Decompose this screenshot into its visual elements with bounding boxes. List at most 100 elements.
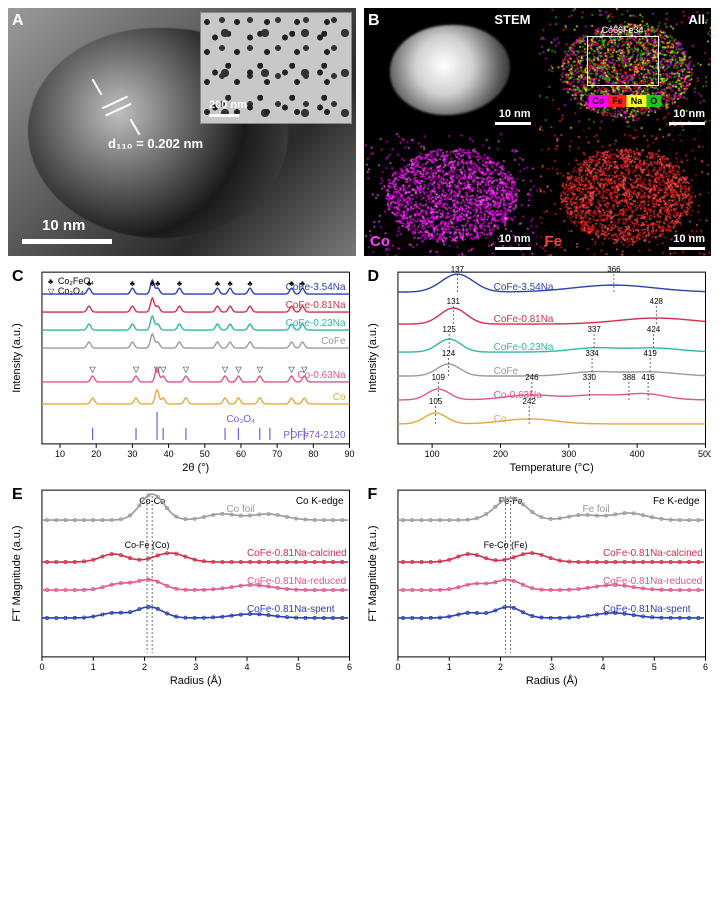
svg-text:0: 0 (395, 662, 400, 672)
panel-f-exafs-fe: F 0123456Radius (Å)FT Magnitude (a.u.)Fe… (364, 482, 712, 687)
stem-scale: 10 nm (495, 108, 531, 125)
svg-text:♣: ♣ (177, 279, 182, 288)
svg-text:FT Magnitude (a.u.): FT Magnitude (a.u.) (11, 525, 23, 621)
svg-text:▽: ▽ (289, 365, 296, 374)
panel-d-tpr: D 100200300400500Temperature (°C)Intensi… (364, 264, 712, 474)
svg-text:CoFe-0.81Na-reduced: CoFe-0.81Na-reduced (247, 576, 346, 587)
panel-b-stem-eds: B STEM 10 nm All Co66Fe34 CoFeNaO 10 nm … (364, 8, 711, 256)
svg-text:Co: Co (333, 392, 346, 403)
svg-text:366: 366 (607, 265, 621, 274)
exafs-fe-chart: 0123456Radius (Å)FT Magnitude (a.u.)Fe K… (364, 482, 712, 687)
svg-text:♣: ♣ (227, 279, 232, 288)
svg-text:CoFe-0.81Na-spent: CoFe-0.81Na-spent (602, 604, 690, 615)
row-cd: C 1020304050607080902θ (°)Intensity (a.u… (8, 264, 711, 474)
d-spacing-text: d₁₁₀ = 0.202 nm (108, 136, 203, 151)
svg-text:Intensity (a.u.): Intensity (a.u.) (11, 323, 23, 393)
svg-text:388: 388 (622, 373, 636, 382)
figure-root: A d₁₁₀ = 0.202 nm 200 nm 10 nm B STEM 10… (8, 8, 711, 687)
svg-text:▽: ▽ (235, 365, 242, 374)
svg-text:♣: ♣ (247, 279, 252, 288)
roi-box: Co66Fe34 (587, 36, 659, 86)
tpr-chart: 100200300400500Temperature (°C)Intensity… (364, 264, 712, 474)
all-scale: 10 nm (669, 108, 705, 125)
svg-text:Fe-Co (Fe): Fe-Co (Fe) (483, 540, 527, 550)
tem-inset: 200 nm (200, 12, 352, 124)
svg-text:▽: ▽ (257, 365, 264, 374)
panel-f-label: F (368, 486, 378, 504)
svg-text:▽: ▽ (183, 365, 190, 374)
svg-text:▽: ▽ (301, 365, 308, 374)
co-subpanel: Co 10 nm (364, 133, 537, 256)
xrd-chart: 1020304050607080902θ (°)Intensity (a.u.)… (8, 264, 356, 474)
svg-text:5: 5 (651, 662, 656, 672)
svg-text:CoFe-0.81Na: CoFe-0.81Na (286, 300, 346, 311)
svg-text:Co: Co (493, 414, 506, 425)
legend-na: Na (627, 95, 647, 107)
svg-text:♣: ♣ (289, 279, 294, 288)
svg-text:330: 330 (582, 373, 596, 382)
svg-text:90: 90 (345, 449, 355, 459)
svg-text:1: 1 (91, 662, 96, 672)
svg-text:CoFe-0.81Na: CoFe-0.81Na (493, 314, 553, 325)
svg-text:137: 137 (450, 265, 464, 274)
svg-text:CoFe-3.54Na: CoFe-3.54Na (493, 282, 553, 293)
legend-o: O (646, 95, 661, 107)
svg-text:▽: ▽ (133, 365, 140, 374)
stem-subpanel: STEM 10 nm (364, 8, 537, 131)
row-ef: E 0123456Radius (Å)FT Magnitude (a.u.)Co… (8, 482, 711, 687)
svg-text:0: 0 (39, 662, 44, 672)
panel-a-tem: A d₁₁₀ = 0.202 nm 200 nm 10 nm (8, 8, 356, 256)
svg-text:246: 246 (525, 373, 539, 382)
panel-a-label: A (12, 12, 24, 30)
svg-text:♣: ♣ (215, 279, 220, 288)
svg-text:334: 334 (585, 349, 599, 358)
svg-text:337: 337 (587, 325, 601, 334)
svg-text:242: 242 (522, 397, 536, 406)
svg-text:50: 50 (200, 449, 210, 459)
svg-text:131: 131 (446, 297, 460, 306)
fe-scale: 10 nm (669, 233, 705, 250)
panel-c-xrd: C 1020304050607080902θ (°)Intensity (a.u… (8, 264, 356, 474)
svg-text:428: 428 (649, 297, 663, 306)
main-scalebar (22, 239, 112, 244)
co-label: Co (370, 233, 390, 250)
svg-text:CoFe-0.81Na-reduced: CoFe-0.81Na-reduced (602, 576, 701, 587)
svg-text:419: 419 (643, 349, 657, 358)
inset-scale-text: 200 nm (209, 99, 247, 111)
panel-d-label: D (368, 268, 380, 286)
svg-text:125: 125 (442, 325, 456, 334)
element-legend: CoFeNaO (588, 95, 661, 107)
svg-text:Intensity (a.u.): Intensity (a.u.) (366, 323, 378, 393)
svg-text:CoFe-0.81Na-spent: CoFe-0.81Na-spent (247, 604, 335, 615)
svg-text:20: 20 (91, 449, 101, 459)
main-scale-text: 10 nm (42, 217, 85, 234)
svg-text:400: 400 (629, 449, 644, 459)
svg-text:70: 70 (272, 449, 282, 459)
svg-text:▽: ▽ (90, 365, 97, 374)
svg-text:5: 5 (296, 662, 301, 672)
svg-text:▽: ▽ (222, 365, 229, 374)
svg-text:Fe K-edge: Fe K-edge (652, 496, 699, 507)
svg-text:♣: ♣ (86, 279, 91, 288)
svg-text:3: 3 (193, 662, 198, 672)
svg-text:Fe foil: Fe foil (582, 504, 609, 515)
svg-text:2: 2 (142, 662, 147, 672)
svg-text:2: 2 (497, 662, 502, 672)
stem-label: STEM (494, 12, 530, 27)
svg-text:100: 100 (424, 449, 439, 459)
panel-e-exafs-co: E 0123456Radius (Å)FT Magnitude (a.u.)Co… (8, 482, 356, 687)
exafs-co-chart: 0123456Radius (Å)FT Magnitude (a.u.)Co K… (8, 482, 356, 687)
svg-text:♣: ♣ (155, 279, 160, 288)
roi-text: Co66Fe34 (588, 25, 658, 35)
svg-text:6: 6 (347, 662, 352, 672)
svg-text:FT Magnitude (a.u.): FT Magnitude (a.u.) (366, 525, 378, 621)
svg-text:CoFe-0.23Na: CoFe-0.23Na (493, 342, 553, 353)
inset-scalebar (209, 114, 239, 117)
svg-text:60: 60 (236, 449, 246, 459)
svg-text:2θ (°): 2θ (°) (182, 462, 209, 474)
svg-text:Radius (Å): Radius (Å) (525, 674, 577, 687)
svg-text:CoFe-3.54Na: CoFe-3.54Na (286, 282, 346, 293)
all-label: All (688, 12, 705, 27)
svg-text:105: 105 (428, 397, 442, 406)
all-subpanel: All Co66Fe34 CoFeNaO 10 nm (539, 8, 712, 131)
